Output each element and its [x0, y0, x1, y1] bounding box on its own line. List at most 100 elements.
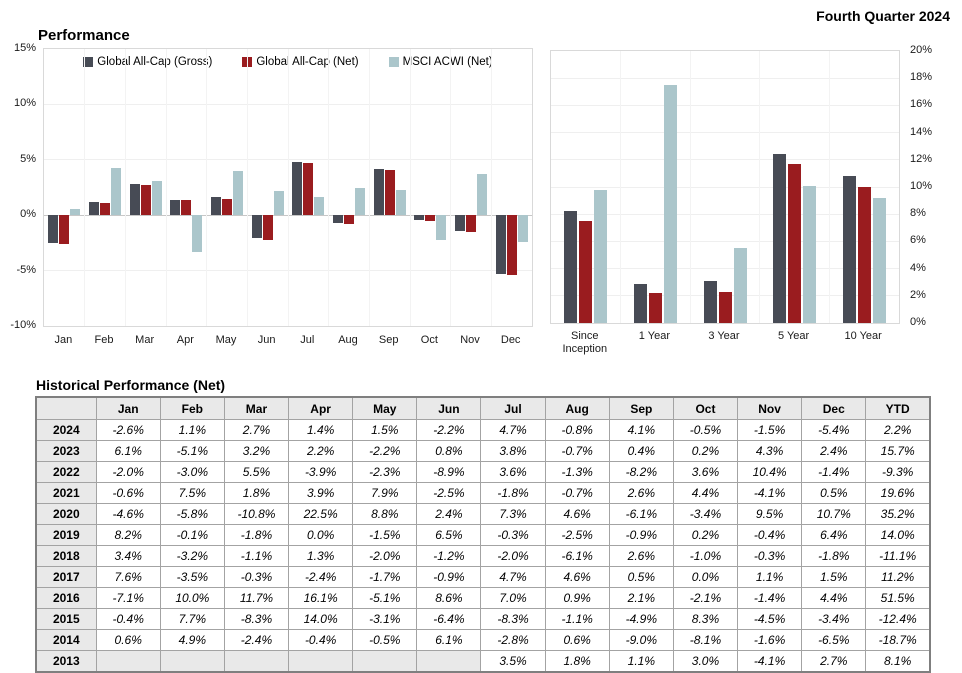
bar-msci-acwi-net-since-inception	[594, 189, 608, 323]
table-cell: -12.4%	[865, 608, 931, 630]
table-cell: 7.0%	[480, 587, 546, 609]
table-cell: -1.5%	[737, 419, 803, 441]
table-title: Historical Performance (Net)	[36, 377, 226, 393]
legend-swatch-icon	[388, 57, 399, 67]
bar-msci-acwi-net-apr	[192, 215, 203, 252]
bar-global-all-cap-gross-dec	[495, 215, 506, 274]
table-cell: 11.2%	[865, 566, 931, 588]
table-cell: 2.6%	[608, 482, 674, 504]
table-cell: 0.2%	[672, 524, 739, 546]
table-cell: 3.6%	[672, 461, 739, 483]
table-cell: -0.7%	[544, 440, 610, 462]
table-cell: -8.3%	[480, 608, 546, 630]
table-cell: 4.4%	[672, 482, 739, 504]
y-tick-label: 4%	[910, 261, 926, 274]
bar-global-all-cap-net-jan	[59, 215, 70, 244]
gridline	[689, 51, 691, 323]
table-cell: 4.7%	[480, 419, 546, 441]
x-tick-label: 1 Year	[638, 330, 670, 342]
table-cell: -0.1%	[159, 524, 225, 546]
table-cell: 0.5%	[608, 566, 674, 588]
year-cell: 2021	[35, 482, 97, 504]
bar-global-all-cap-gross-3-year	[703, 280, 717, 323]
gridline	[551, 186, 899, 188]
bar-msci-acwi-net-3-year	[733, 248, 747, 323]
table-cell	[159, 650, 225, 673]
x-tick-label: Aug	[338, 334, 358, 346]
table-cell: -2.0%	[95, 461, 161, 483]
trailing-chart-x-axis: Since Inception 1 Year 3 Year 5 Year 10 Year	[550, 330, 898, 360]
table-cell: -0.3%	[480, 524, 546, 546]
table-row-2016: 2016 -7.1% 10.0% 11.7% 16.1% -5.1% 8.6% 7.0% 0.9…	[35, 587, 931, 609]
table-cell: 1.3%	[288, 545, 354, 567]
bar-msci-acwi-net-jan	[70, 208, 81, 216]
table-cell: -5.1%	[352, 587, 418, 609]
table-cell: -4.1%	[737, 482, 803, 504]
table-cell: 1.1%	[608, 650, 674, 673]
table-cell: -2.4%	[288, 566, 354, 588]
table-cell: 3.5%	[480, 650, 546, 673]
column-header-jan: Jan	[95, 396, 161, 420]
bar-msci-acwi-net-10-year	[872, 197, 886, 323]
column-header-dec: Dec	[801, 396, 867, 420]
gridline	[551, 104, 899, 106]
table-cell: -4.5%	[737, 608, 803, 630]
x-tick-label: Mar	[135, 334, 155, 346]
table-cell: -11.1%	[865, 545, 931, 567]
x-tick-label: Jun	[257, 334, 276, 346]
table-cell: 2.1%	[608, 587, 674, 609]
x-tick-label: Feb	[94, 334, 114, 346]
table-cell: -9.3%	[865, 461, 931, 483]
bar-global-all-cap-net-since-inception	[579, 221, 593, 323]
gridline	[287, 49, 289, 326]
year-cell: 2014	[35, 629, 97, 651]
table-cell: -6.4%	[416, 608, 482, 630]
column-header-mar: Mar	[223, 396, 290, 420]
x-tick-label: Dec	[500, 334, 521, 346]
table-corner-cell	[35, 396, 97, 420]
table-cell: -8.3%	[223, 608, 290, 630]
table-cell: -8.1%	[672, 629, 739, 651]
bar-global-all-cap-gross-sep	[373, 168, 384, 216]
bar-global-all-cap-gross-5-year	[773, 154, 787, 323]
bar-msci-acwi-net-sep	[395, 189, 406, 216]
table-cell: 4.6%	[544, 503, 610, 525]
table-cell: -1.6%	[737, 629, 803, 651]
table-cell: 1.8%	[223, 482, 290, 504]
legend-label: MSCI ACWI (Net)	[402, 56, 493, 68]
column-header-apr: Apr	[288, 396, 354, 420]
table-cell: -9.0%	[608, 629, 674, 651]
table-cell: -1.8%	[223, 524, 290, 546]
table-cell: 9.5%	[737, 503, 803, 525]
table-cell: 4.9%	[159, 629, 225, 651]
y-tick-label: 16%	[910, 98, 933, 111]
bar-msci-acwi-net-1-year	[663, 85, 677, 323]
table-cell: 7.7%	[159, 608, 225, 630]
gridline	[124, 49, 126, 326]
table-cell: 2.4%	[416, 503, 482, 525]
table-cell: 3.9%	[288, 482, 354, 504]
table-cell: 0.6%	[544, 629, 610, 651]
table-cell: 14.0%	[288, 608, 354, 630]
table-cell	[352, 650, 418, 673]
y-tick-label: 14%	[910, 125, 933, 138]
bar-global-all-cap-net-jun	[262, 215, 273, 240]
table-row-2022: 2022 -2.0% -3.0% 5.5% -3.9% -2.3% -8.9% 3.6% -1.…	[35, 461, 931, 483]
column-header-oct: Oct	[672, 396, 739, 420]
bar-global-all-cap-net-jul	[303, 163, 314, 216]
table-cell: 0.0%	[672, 566, 739, 588]
table-row-2023: 2023 6.1% -5.1% 3.2% 2.2% -2.2% 0.8% 3.8% -0.7% 0…	[35, 440, 931, 462]
legend-swatch-icon	[83, 57, 94, 67]
y-tick-label: 2%	[910, 288, 926, 301]
bar-global-all-cap-gross-jul	[292, 162, 303, 216]
table-cell: -1.7%	[352, 566, 418, 588]
column-header-sep: Sep	[608, 396, 674, 420]
table-cell: 10.4%	[737, 461, 803, 483]
y-tick-label: 0%	[20, 208, 36, 221]
table-cell: 8.1%	[865, 650, 931, 673]
table-cell: 3.0%	[672, 650, 739, 673]
bar-global-all-cap-net-sep	[384, 169, 395, 216]
bar-global-all-cap-gross-nov	[455, 215, 465, 231]
legend-item-msci-acwi-net: MSCI ACWI (Net)	[388, 56, 493, 68]
table-cell: -0.4%	[737, 524, 803, 546]
